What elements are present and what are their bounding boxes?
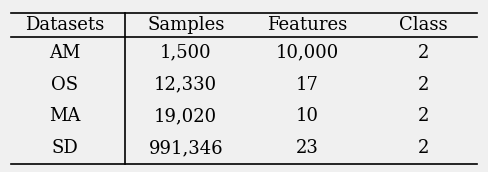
Text: Datasets: Datasets	[25, 16, 104, 34]
Text: 10: 10	[296, 107, 319, 125]
Text: 23: 23	[296, 139, 319, 157]
Text: 17: 17	[296, 76, 319, 94]
Text: Features: Features	[267, 16, 347, 34]
Text: Samples: Samples	[147, 16, 224, 34]
Text: MA: MA	[49, 107, 80, 125]
Text: AM: AM	[49, 44, 80, 62]
Text: OS: OS	[51, 76, 78, 94]
Text: Class: Class	[399, 16, 448, 34]
Text: 2: 2	[418, 107, 429, 125]
Text: 1,500: 1,500	[160, 44, 212, 62]
Text: 2: 2	[418, 76, 429, 94]
Text: 19,020: 19,020	[154, 107, 217, 125]
Text: 12,330: 12,330	[154, 76, 217, 94]
Text: SD: SD	[51, 139, 78, 157]
Text: 2: 2	[418, 139, 429, 157]
Text: 991,346: 991,346	[148, 139, 223, 157]
Text: 2: 2	[418, 44, 429, 62]
Text: 10,000: 10,000	[275, 44, 339, 62]
